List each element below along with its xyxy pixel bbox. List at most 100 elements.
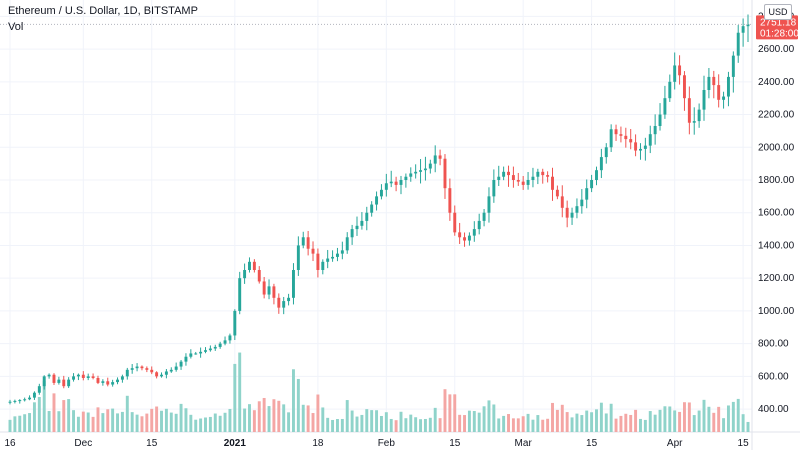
candle-body xyxy=(472,229,476,236)
candle-body xyxy=(585,188,589,200)
volume-bar xyxy=(13,416,17,432)
candle-body xyxy=(487,196,491,213)
candle-body xyxy=(218,343,222,347)
volume-bar xyxy=(72,410,76,432)
candle-body xyxy=(370,204,374,213)
candle-body xyxy=(155,372,159,377)
volume-bar xyxy=(414,417,418,432)
volume-bar xyxy=(81,411,85,432)
candle-body xyxy=(67,379,71,387)
y-tick-label: 1000.00 xyxy=(758,306,795,317)
currency-button[interactable]: USD xyxy=(764,4,792,20)
y-tick-label: 600.00 xyxy=(758,371,789,382)
symbol-title[interactable]: Ethereum / U.S. Dollar, 1D, BITSTAMP xyxy=(8,5,198,17)
volume-bar xyxy=(546,418,550,432)
x-tick-label: 18 xyxy=(312,438,324,449)
candle-body xyxy=(463,237,466,241)
candle-body xyxy=(111,382,115,385)
volume-bar xyxy=(487,400,491,432)
volume-bars xyxy=(8,352,750,432)
candle-body xyxy=(384,183,388,190)
candle-body xyxy=(18,400,22,402)
candle-body xyxy=(8,401,12,403)
candle-body xyxy=(248,261,251,270)
candle-body xyxy=(546,175,550,177)
volume-bar xyxy=(595,409,598,432)
volume-bar xyxy=(707,406,711,432)
candle-body xyxy=(233,310,237,336)
candle-body xyxy=(23,399,27,401)
candle-body xyxy=(712,76,716,86)
volume-bar xyxy=(306,405,310,432)
volume-bar xyxy=(91,416,95,432)
volume-bar xyxy=(120,411,124,432)
candle-body xyxy=(702,90,706,110)
volume-bar xyxy=(472,411,476,432)
last-price-value: 2751.18 xyxy=(760,17,797,28)
candle-body xyxy=(179,361,183,367)
candle-body xyxy=(296,245,300,270)
volume-bar xyxy=(687,402,691,432)
candle-body xyxy=(634,142,638,151)
candle-body xyxy=(497,176,501,180)
volume-bar xyxy=(282,404,286,432)
volume-bar xyxy=(340,418,344,432)
volume-bar xyxy=(536,415,540,432)
volume-bar xyxy=(726,405,730,432)
candle-body xyxy=(13,400,17,402)
candle-body xyxy=(174,366,178,370)
candle-body xyxy=(311,248,315,254)
volume-bar xyxy=(42,380,46,432)
volume-bar xyxy=(140,416,144,432)
volume-bar xyxy=(238,352,242,432)
chart-legend: Ethereum / U.S. Dollar, 1D, BITSTAMP Vol xyxy=(8,4,198,36)
volume-bar xyxy=(379,415,383,432)
volume-bar xyxy=(443,389,447,432)
volume-bar xyxy=(199,418,203,432)
price-tag-background xyxy=(756,15,798,40)
candle-body xyxy=(565,207,569,218)
volume-bar xyxy=(67,399,71,432)
candle-body xyxy=(682,75,686,99)
candle-body xyxy=(389,181,393,184)
volume-bar xyxy=(189,414,193,432)
volume-bar xyxy=(145,413,149,432)
volume-label[interactable]: Vol xyxy=(8,21,24,33)
candle-body xyxy=(28,397,32,400)
volume-bar xyxy=(560,404,564,432)
candle-body xyxy=(394,181,398,185)
volume-bar xyxy=(521,416,525,432)
volume-bar xyxy=(62,400,66,432)
time-axis[interactable]: 16Dec15202118Feb15Mar15Apr15May xyxy=(4,438,800,449)
volume-bar xyxy=(257,401,261,432)
candle-body xyxy=(57,379,61,383)
candle-body xyxy=(213,346,217,349)
volume-bar xyxy=(482,406,486,432)
volume-bar xyxy=(311,413,315,432)
candle-body xyxy=(609,129,613,148)
candle-body xyxy=(614,129,618,135)
candle-body xyxy=(560,196,564,208)
candle-body xyxy=(145,368,149,370)
candle-body xyxy=(453,212,457,233)
volume-bar xyxy=(326,417,330,432)
volume-bar xyxy=(8,419,12,432)
candle-body xyxy=(692,121,696,123)
candle-body xyxy=(223,340,227,344)
candle-body xyxy=(140,366,144,369)
volume-bar xyxy=(580,415,584,432)
volume-bar xyxy=(155,406,159,432)
candle-body xyxy=(37,386,41,393)
volume-bar xyxy=(296,378,300,432)
candle-body xyxy=(555,189,559,197)
volume-bar xyxy=(467,410,471,432)
candle-body xyxy=(164,371,168,375)
price-axis[interactable]: 400.00 600.00 800.00 1000.00 1200.00 1400.00 1… xyxy=(758,11,795,415)
candle-body xyxy=(521,181,525,185)
volume-bar xyxy=(389,418,393,432)
y-tick-label: 1400.00 xyxy=(758,240,795,251)
x-tick-label: 15 xyxy=(146,438,158,449)
volume-bar xyxy=(585,410,589,432)
